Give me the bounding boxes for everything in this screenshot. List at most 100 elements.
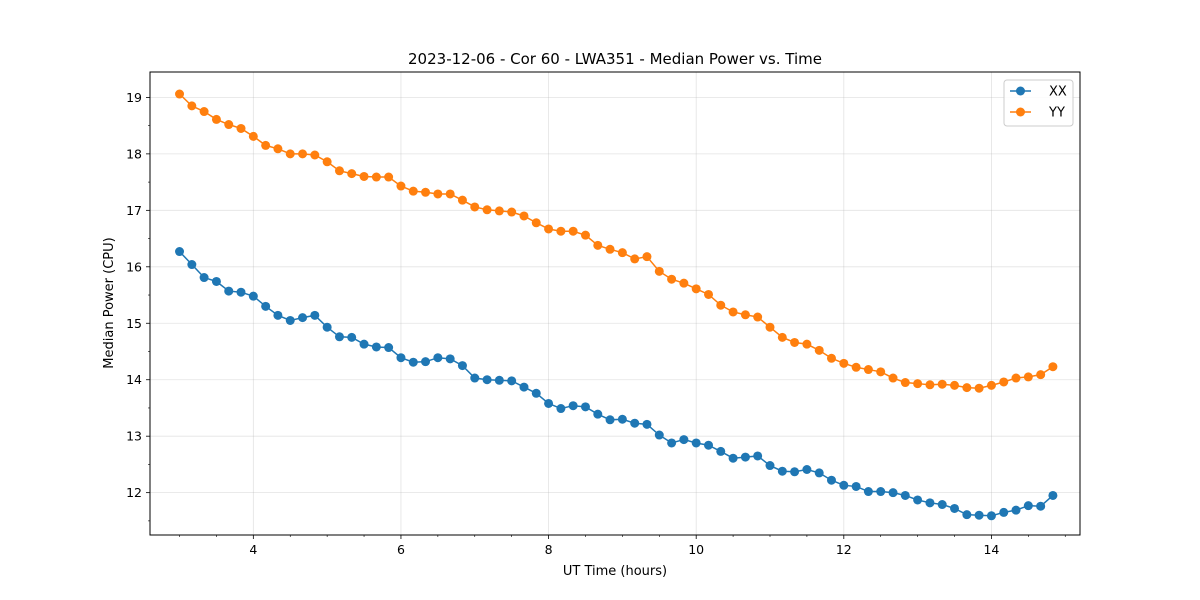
data-point-xx [962, 510, 972, 520]
x-axis-label: UT Time (hours) [563, 564, 667, 579]
data-point-xx [568, 401, 578, 411]
data-point-yy [519, 211, 529, 221]
data-point-yy [175, 89, 185, 99]
data-point-xx [396, 353, 406, 363]
data-point-xx [974, 510, 984, 520]
data-point-xx [814, 468, 824, 478]
data-point-xx [433, 353, 443, 363]
data-point-yy [248, 131, 258, 141]
data-point-xx [851, 481, 861, 491]
data-point-xx [211, 276, 221, 286]
data-point-xx [839, 480, 849, 490]
data-point-yy [1036, 370, 1046, 380]
data-point-yy [580, 230, 590, 240]
data-point-xx [347, 332, 357, 342]
data-point-yy [1023, 372, 1033, 382]
y-tick-label: 17 [126, 203, 142, 218]
legend: XX YY [1003, 79, 1074, 127]
data-point-yy [568, 226, 578, 236]
data-point-yy [851, 362, 861, 372]
grid-lines [150, 72, 1080, 535]
y-tick-label: 16 [126, 259, 142, 274]
data-point-yy [740, 310, 750, 320]
data-point-yy [211, 114, 221, 124]
data-point-yy [433, 189, 443, 199]
data-point-yy [273, 144, 283, 154]
data-point-yy [396, 181, 406, 191]
data-point-yy [753, 312, 763, 322]
data-point-xx [1011, 505, 1021, 515]
data-point-xx [876, 487, 886, 497]
data-point-yy [224, 120, 234, 130]
data-point-yy [1011, 373, 1021, 383]
y-tick-label: 19 [126, 90, 142, 105]
data-point-xx [900, 490, 910, 500]
data-point-xx [580, 402, 590, 412]
data-point-xx [950, 503, 960, 513]
data-point-yy [445, 189, 455, 199]
data-point-yy [384, 172, 394, 182]
data-point-yy [716, 300, 726, 310]
data-point-xx [175, 247, 185, 257]
data-point-yy [298, 149, 308, 159]
data-point-xx [986, 511, 996, 521]
data-point-yy [691, 284, 701, 294]
data-point-yy [974, 383, 984, 393]
data-point-yy [802, 339, 812, 349]
data-point-xx [630, 418, 640, 428]
data-point-xx [470, 373, 480, 383]
data-point-yy [642, 252, 652, 262]
data-point-yy [322, 157, 332, 167]
data-point-yy [826, 353, 836, 363]
data-point-xx [753, 451, 763, 461]
data-point-yy [888, 373, 898, 383]
x-tick-label: 8 [545, 542, 553, 557]
data-point-yy [777, 332, 787, 342]
data-point-xx [298, 313, 308, 323]
data-point-xx [790, 467, 800, 477]
data-point-yy [187, 101, 197, 111]
data-point-yy [457, 195, 467, 205]
series-layer [175, 89, 1058, 521]
data-point-yy [839, 358, 849, 368]
y-tick-label: 13 [126, 429, 142, 444]
data-point-xx [925, 498, 935, 508]
data-point-xx [716, 446, 726, 456]
data-point-xx [236, 287, 246, 297]
data-point-yy [334, 166, 344, 176]
data-point-xx [556, 404, 566, 414]
data-point-xx [642, 419, 652, 429]
data-point-yy [900, 378, 910, 388]
data-point-yy [408, 186, 418, 196]
data-point-xx [826, 475, 836, 485]
data-point-yy [1048, 362, 1058, 372]
data-point-xx [691, 438, 701, 448]
data-point-xx [728, 453, 738, 463]
data-point-xx [322, 322, 332, 332]
data-point-xx [310, 310, 320, 320]
data-point-xx [384, 343, 394, 353]
data-point-yy [507, 207, 517, 217]
x-tick-label: 14 [983, 542, 999, 557]
data-point-yy [359, 171, 369, 181]
legend-marker-yy [1016, 107, 1025, 117]
data-point-yy [617, 248, 627, 258]
data-point-xx [261, 301, 271, 311]
y-tick-label: 14 [126, 372, 142, 387]
data-point-yy [470, 202, 480, 212]
y-axis: 12 13 14 15 16 17 18 19 [126, 90, 150, 522]
data-point-xx [765, 461, 775, 471]
data-point-xx [224, 286, 234, 296]
data-point-xx [421, 357, 431, 367]
data-point-xx [999, 507, 1009, 517]
data-point-xx [199, 273, 209, 283]
data-point-yy [531, 218, 541, 228]
data-point-yy [679, 278, 689, 288]
data-point-xx [544, 398, 554, 408]
data-point-xx [445, 354, 455, 364]
data-point-yy [593, 240, 603, 250]
data-point-xx [519, 382, 529, 392]
data-point-yy [876, 367, 886, 377]
